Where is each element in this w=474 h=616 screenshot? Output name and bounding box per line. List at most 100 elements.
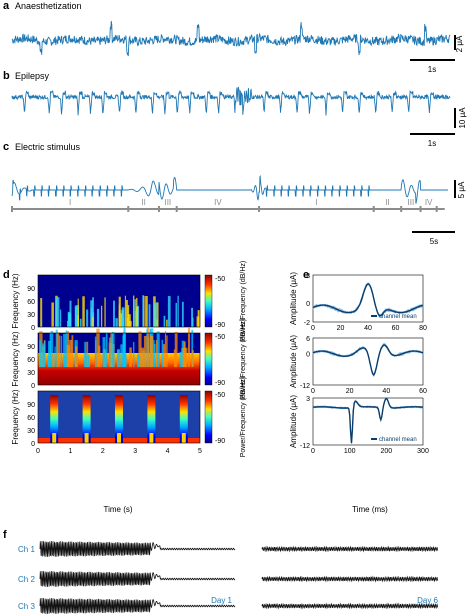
colorbar-tick: -90 [215, 380, 225, 387]
spectrogram-burst [67, 320, 69, 327]
channel-waveform [312, 343, 424, 375]
spectrogram-burst [40, 319, 43, 327]
panel-a-title: Anaesthetization [15, 1, 82, 11]
x-tick-label: 20 [337, 325, 345, 332]
spectrogram-burst [196, 316, 200, 327]
spectrogram-burst [191, 329, 194, 367]
spectrogram-burst [177, 295, 179, 327]
colorbar [204, 390, 213, 444]
spectrogram-burst [137, 354, 141, 367]
trace-electric-stimulus [11, 175, 448, 204]
spectrogram-burst [113, 300, 115, 327]
day1-trace [39, 597, 236, 614]
channel-waveform [313, 397, 424, 443]
spectrogram-burst [101, 305, 103, 327]
channel-waveform [312, 343, 424, 375]
colorbar-tick: -50 [215, 334, 225, 341]
spectrogram-burst [133, 341, 135, 367]
spectrogram-burst [154, 302, 157, 327]
colorbar-tick: -90 [215, 322, 225, 329]
spectrogram-burst [100, 354, 102, 367]
y-tick-label: -2 [304, 320, 310, 327]
channel-waveform [312, 343, 424, 376]
channel-mean-waveform [312, 397, 424, 444]
spectrogram-burst [71, 335, 74, 367]
spectrogram-burst [105, 332, 108, 367]
x-tick-label: 0 [311, 448, 315, 455]
spectrogram-burst [51, 302, 54, 327]
spectrogram-burst [145, 296, 148, 327]
stimulus-peak [50, 395, 59, 443]
y-axis-label: Frequency (Hz) [11, 331, 20, 386]
spectrogram-row: 0 30 60 90 Frequency (Hz) -50 -90 Power/Frequen… [11, 319, 247, 400]
channel-mean-waveform [312, 283, 424, 317]
y-tick-label: 6 [306, 336, 310, 343]
stimulus-peak-core [181, 433, 186, 443]
stimulus-peak [115, 395, 123, 443]
scale-a-x-label: 1s [428, 65, 436, 74]
scale-b-x-label: 1s [428, 139, 436, 148]
spectrogram-burst [164, 330, 167, 367]
spectrogram-burst [43, 340, 46, 367]
colorbar-label: Power/Frequency (dB/Hz) [240, 319, 247, 400]
spectrogram-burst [133, 295, 135, 327]
channel-waveform [312, 344, 424, 376]
spectrogram-burst [110, 332, 113, 367]
spectrogram-burst [65, 330, 68, 367]
scalebar-a [410, 35, 456, 61]
spectrogram-burst [55, 296, 58, 327]
x-tick-label: 2 [101, 448, 105, 455]
spectrogram-burst [111, 332, 115, 367]
channel-mean-waveform [312, 344, 424, 376]
spectrogram-burst [54, 346, 56, 367]
phase-label: I [315, 198, 317, 207]
spectrogram-burst [181, 301, 184, 327]
spectrogram-burst [96, 308, 100, 327]
spectrogram-burst [179, 351, 182, 367]
y-tick-label: 30 [27, 312, 35, 319]
y-tick-label: 3 [306, 396, 310, 403]
x-tick-label: 60 [392, 325, 400, 332]
spectrogram-burst [94, 336, 97, 367]
phase-label: I [69, 198, 71, 207]
spectrogram-row: 0 30 60 90 Frequency (Hz) -50 -90 Power/Frequen… [11, 261, 247, 342]
day6-trace [261, 545, 439, 553]
spectrogram-burst [166, 335, 168, 367]
longterm-recordings: Ch 1 Ch 2 Ch 3 [18, 540, 439, 614]
spectrogram-burst [175, 302, 177, 327]
spectrogram-burst [39, 340, 42, 367]
channel-waveform [312, 284, 424, 316]
spectrogram-burst [90, 307, 92, 327]
spectrogram-burst [120, 344, 123, 367]
spectrogram-burst [74, 346, 78, 367]
spectrogram-burst [135, 306, 139, 327]
spectrogram-burst [102, 337, 106, 367]
x-tick-label: 40 [364, 325, 372, 332]
spectrogram-burst [42, 343, 45, 367]
spectrogram-burst [146, 328, 148, 367]
channel-waveform [312, 344, 424, 377]
panel-c-title: Electric stimulus [15, 142, 81, 152]
day1-trace [39, 540, 236, 557]
spectrogram-burst [52, 353, 56, 367]
x-tick-label: 4 [166, 448, 170, 455]
stimulus-peak-core [84, 433, 89, 443]
y-tick-label: 60 [27, 299, 35, 306]
scale-c-x-label: 5s [430, 237, 438, 246]
spectrogram-burst [148, 304, 151, 327]
spectrogram-frame [37, 390, 201, 444]
spectrogram-burst [87, 355, 89, 367]
spectrogram-burst [184, 347, 188, 367]
day1-label: Day 1 [211, 596, 232, 605]
d-xlabel: Time (s) [103, 505, 132, 514]
phase-label: II [385, 198, 389, 207]
colorbar-label: Power/Frequency (dB/Hz) [240, 261, 247, 342]
x-tick-label: 3 [133, 448, 137, 455]
y-axis-label: Amplitude (μA) [289, 395, 298, 448]
colorbar-tick: -50 [215, 392, 225, 399]
phase-label: III [164, 198, 171, 207]
phase-label: III [408, 198, 415, 207]
spectrogram-burst [187, 327, 191, 367]
